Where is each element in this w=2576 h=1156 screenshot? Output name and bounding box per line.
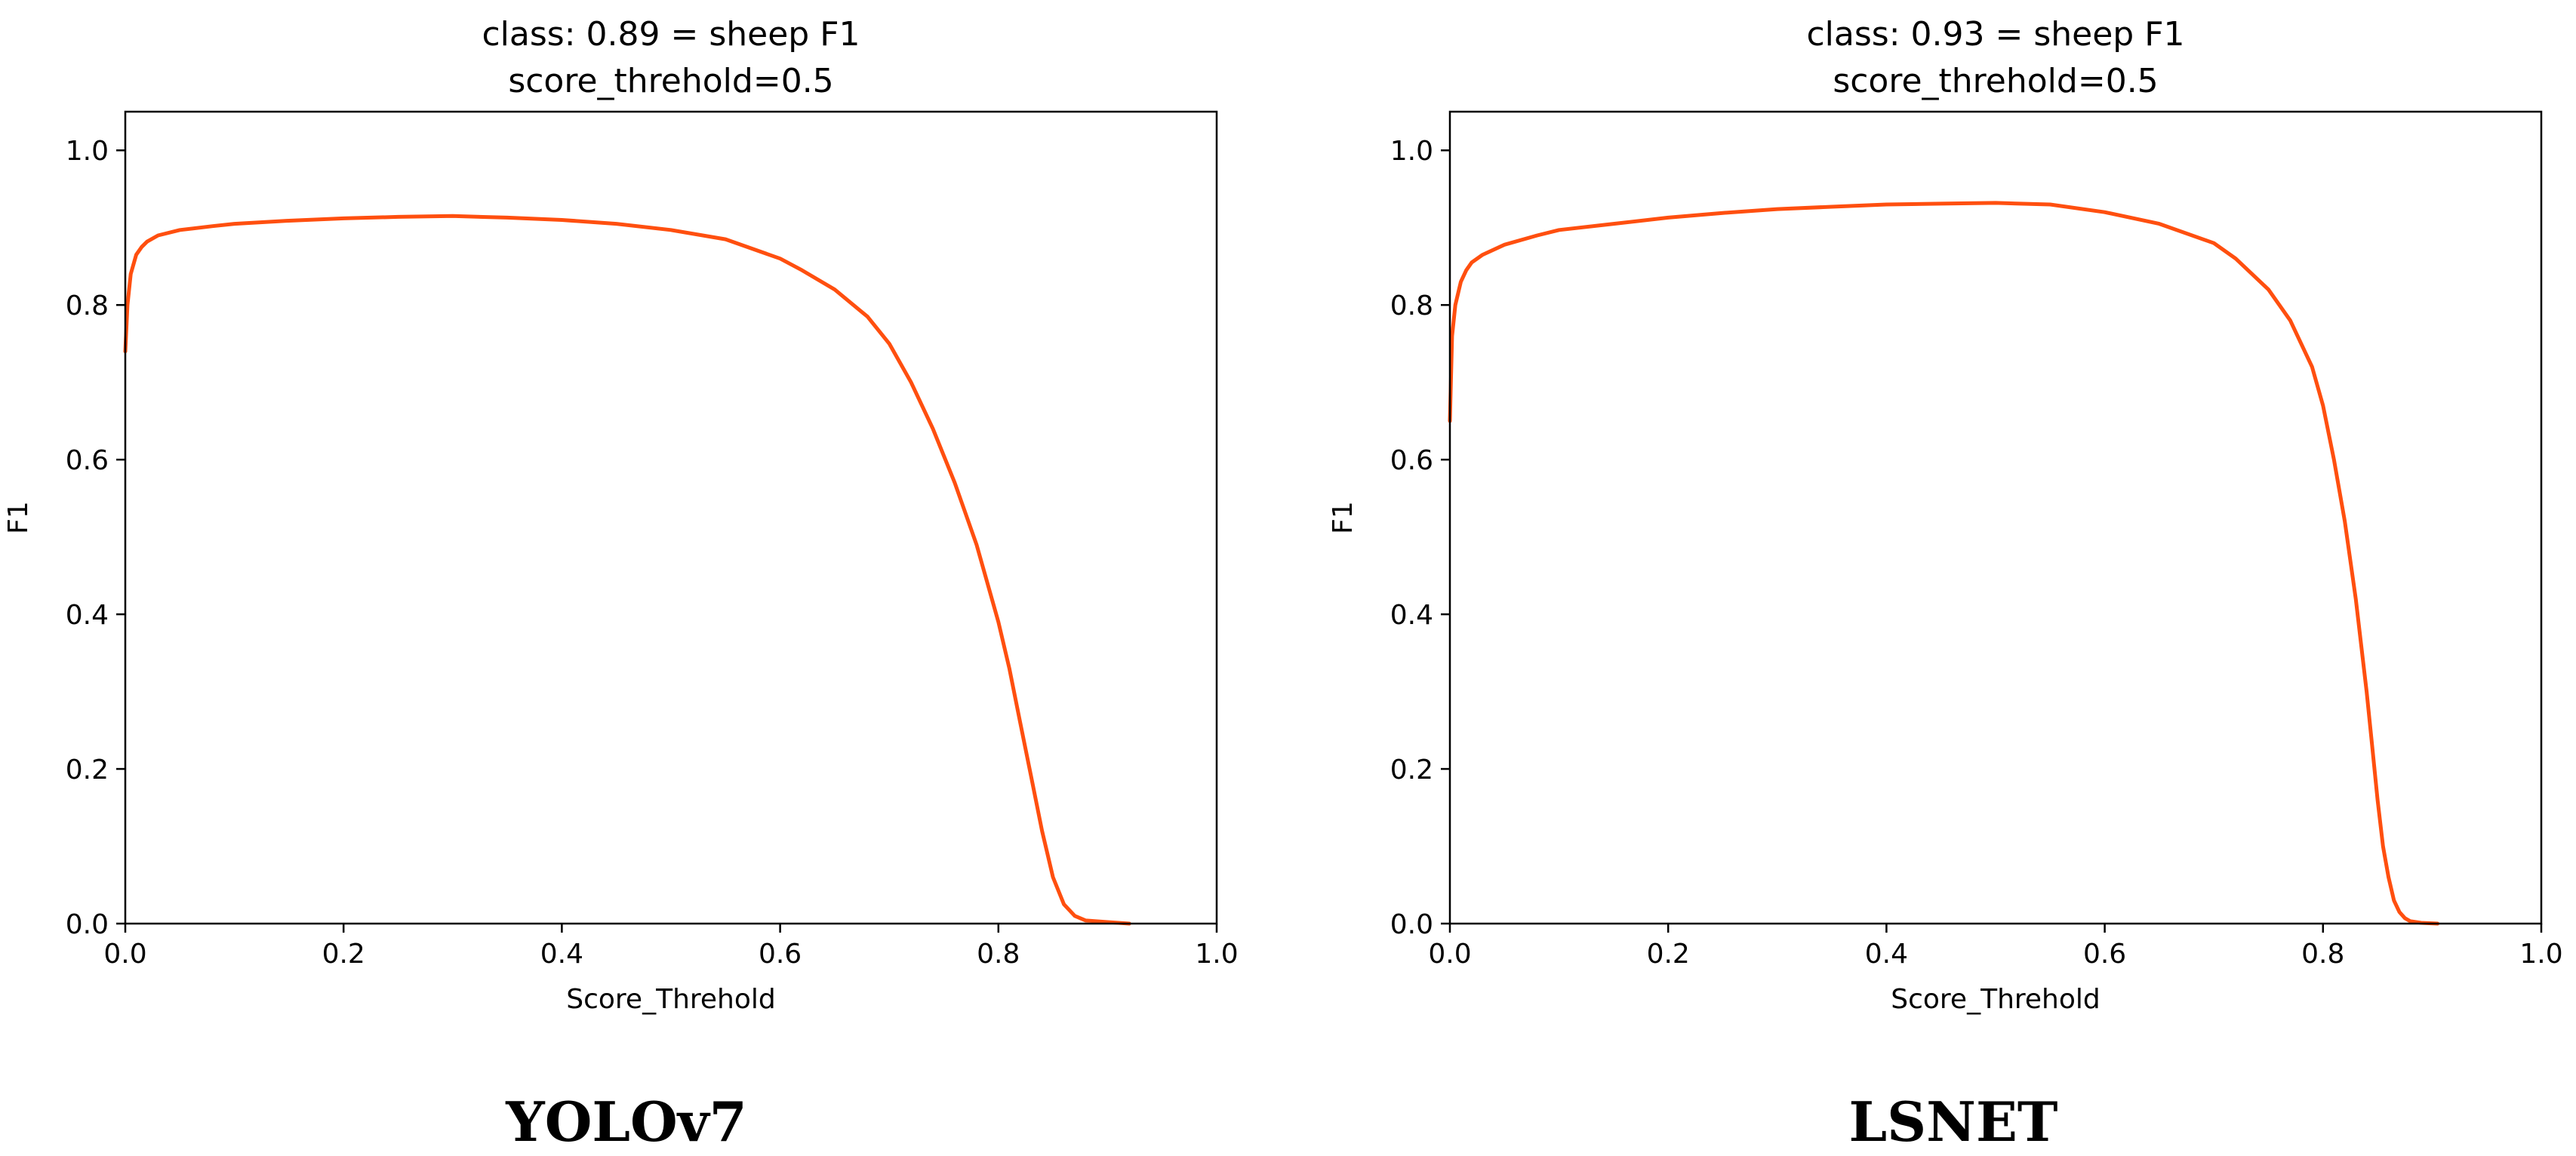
- plot-frame: [1448, 110, 2543, 925]
- y-tick-label: 0.6: [66, 445, 109, 476]
- chart-title: class: 0.93 = sheep F1: [1806, 15, 2184, 54]
- f1-curve: [1448, 201, 2440, 926]
- y-tick-label: 0.2: [66, 755, 109, 786]
- x-tick-label: 1.0: [2519, 939, 2562, 970]
- model-caption: LSNET: [1849, 1090, 2058, 1154]
- y-tick-label: 0.2: [1390, 755, 1433, 786]
- x-tick-label: 0.6: [2083, 939, 2126, 970]
- chart-subtitle: score_threhold=0.5: [508, 62, 833, 100]
- y-tick-label: 0.0: [1390, 909, 1433, 940]
- x-tick-label: 1.0: [1195, 939, 1238, 970]
- x-tick-label: 0.0: [103, 939, 146, 970]
- x-tick-label: 0.2: [322, 939, 365, 970]
- plot-frame: [124, 110, 1218, 925]
- x-axis-label: Score_Threhold: [566, 984, 776, 1015]
- x-axis-label: Score_Threhold: [1891, 984, 2101, 1015]
- y-axis-label: F1: [1328, 501, 1359, 534]
- x-tick-label: 0.4: [540, 939, 583, 970]
- y-tick-label: 0.0: [66, 909, 109, 940]
- chart-title: class: 0.89 = sheep F1: [482, 15, 860, 54]
- x-tick-label: 0.2: [1647, 939, 1690, 970]
- x-tick-label: 0.8: [977, 939, 1020, 970]
- x-tick-label: 0.8: [2301, 939, 2344, 970]
- y-tick-label: 0.8: [66, 291, 109, 321]
- y-tick-label: 0.6: [1390, 445, 1433, 476]
- chart-panel-yolov7: class: 0.89 = sheep F1 score_threhold=0.5…: [3, 15, 1239, 1154]
- f1-curve: [123, 214, 1131, 926]
- y-axis-label: F1: [3, 501, 34, 534]
- y-tick-label: 0.8: [1390, 291, 1433, 321]
- y-tick-label: 1.0: [1390, 136, 1433, 167]
- chart-subtitle: score_threhold=0.5: [1833, 62, 2158, 100]
- x-tick-label: 0.4: [1865, 939, 1908, 970]
- x-tick-label: 0.6: [759, 939, 802, 970]
- chart-panel-lsnet: class: 0.93 = sheep F1 score_threhold=0.5…: [1328, 15, 2563, 1154]
- model-caption: YOLOv7: [505, 1090, 746, 1154]
- y-tick-label: 0.4: [66, 600, 109, 631]
- y-tick-label: 1.0: [66, 136, 109, 167]
- y-tick-label: 0.4: [1390, 600, 1433, 631]
- x-tick-label: 0.0: [1428, 939, 1471, 970]
